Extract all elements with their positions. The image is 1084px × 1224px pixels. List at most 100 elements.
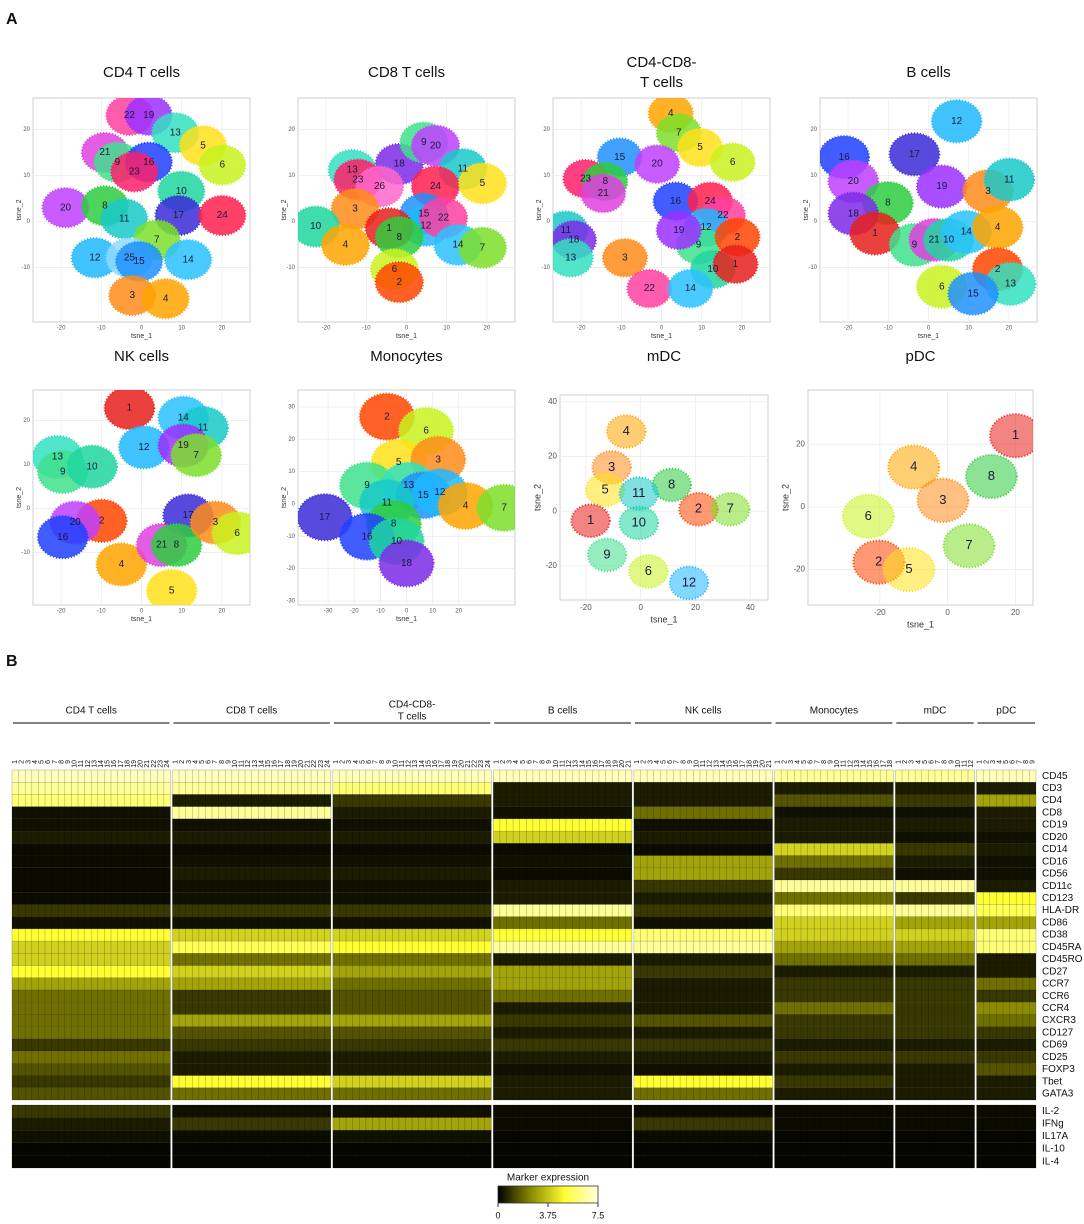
cluster-label: 5 bbox=[480, 178, 486, 189]
heat-cell bbox=[633, 990, 773, 1003]
cluster-label: 15 bbox=[614, 152, 626, 163]
row-label: HLA-DR bbox=[1042, 905, 1079, 916]
column-label: 2 bbox=[19, 760, 26, 764]
x-tick-label: 20 bbox=[1011, 608, 1020, 617]
column-label: 2 bbox=[500, 760, 507, 764]
column-label: 17 bbox=[880, 760, 887, 768]
cluster-label: 3 bbox=[129, 290, 135, 301]
cluster-label: 6 bbox=[234, 528, 240, 539]
cluster-cloud bbox=[947, 271, 1000, 316]
heat-cell bbox=[895, 1117, 975, 1131]
column-label: 23 bbox=[318, 760, 325, 768]
heat-cell bbox=[895, 1051, 975, 1064]
heat-cell bbox=[332, 1038, 492, 1052]
column-label: 19 bbox=[131, 760, 138, 768]
x-tick-label: -20 bbox=[322, 326, 331, 332]
cluster-label: 10 bbox=[391, 536, 403, 547]
cluster-cloud bbox=[709, 142, 756, 183]
panel-title: Monocytes bbox=[370, 348, 443, 365]
column-label: 6 bbox=[667, 760, 674, 764]
heat-cell bbox=[172, 977, 331, 990]
cluster-label: 4 bbox=[995, 222, 1001, 233]
x-tick-label: -30 bbox=[324, 609, 333, 615]
column-label: 16 bbox=[592, 760, 599, 768]
x-tick-label: -20 bbox=[580, 603, 592, 612]
y-tick-label: 40 bbox=[548, 397, 557, 406]
column-label: 3 bbox=[507, 760, 514, 764]
heat-cell bbox=[774, 965, 894, 978]
column-label: 4 bbox=[654, 760, 661, 764]
heat-cell bbox=[172, 770, 331, 783]
heat-cell bbox=[12, 1105, 171, 1118]
column-label: 2 bbox=[902, 760, 909, 764]
cluster-label: 3 bbox=[622, 252, 628, 263]
heat-cell bbox=[976, 867, 1036, 880]
heat-cell bbox=[12, 1051, 171, 1064]
x-tick-label: -20 bbox=[844, 326, 853, 332]
heat-cell bbox=[976, 941, 1036, 954]
column-label: 21 bbox=[305, 760, 312, 768]
x-tick-label: 0 bbox=[405, 326, 409, 332]
column-label: 18 bbox=[124, 760, 131, 768]
column-label: 8 bbox=[540, 760, 547, 764]
heat-cell bbox=[774, 1002, 894, 1015]
column-label: 6 bbox=[808, 760, 815, 764]
column-label: 1 bbox=[173, 760, 180, 764]
heat-cell bbox=[774, 1142, 894, 1156]
heat-cell bbox=[895, 990, 975, 1003]
clusters bbox=[841, 413, 1033, 593]
clusters bbox=[570, 414, 751, 600]
cluster-cloud bbox=[100, 198, 149, 240]
cluster-cloud bbox=[580, 173, 627, 214]
heat-cell bbox=[332, 928, 492, 942]
heat-cell bbox=[332, 904, 492, 917]
x-tick-label: 20 bbox=[691, 603, 700, 612]
cluster-cloud bbox=[374, 261, 424, 304]
column-label: 14 bbox=[579, 760, 586, 768]
x-tick-label: 0 bbox=[927, 326, 931, 332]
y-tick-label: 0 bbox=[27, 506, 31, 512]
y-tick-label: -30 bbox=[286, 599, 295, 605]
cluster-label: 20 bbox=[70, 517, 82, 528]
x-tick-label: 0 bbox=[638, 603, 643, 612]
column-label: 23 bbox=[157, 760, 164, 768]
heat-cell bbox=[976, 1155, 1036, 1168]
column-label: 8 bbox=[680, 760, 687, 764]
heat-cell bbox=[332, 831, 492, 844]
heat-cell bbox=[332, 953, 492, 966]
column-label: 4 bbox=[915, 760, 922, 764]
y-tick-label: 0 bbox=[547, 219, 551, 225]
cluster-cloud bbox=[655, 210, 702, 251]
cluster-label: 22 bbox=[438, 212, 450, 223]
heat-cell bbox=[493, 1142, 632, 1156]
cluster-label: 21 bbox=[156, 540, 168, 551]
heat-cell bbox=[172, 855, 331, 868]
column-label: 9 bbox=[828, 760, 835, 764]
heat-cell bbox=[895, 770, 975, 783]
heat-cell bbox=[976, 1014, 1036, 1027]
row-label: FOXP3 bbox=[1042, 1064, 1075, 1075]
column-label: 8 bbox=[219, 760, 226, 764]
heat-cell bbox=[774, 904, 894, 917]
heat-cell bbox=[12, 904, 171, 917]
panel-title: pDC bbox=[905, 348, 935, 365]
column-label: 14 bbox=[720, 760, 727, 768]
heat-cell bbox=[493, 904, 632, 917]
column-label: 4 bbox=[353, 760, 360, 764]
row-label: CD14 bbox=[1042, 844, 1068, 855]
x-axis-label: tsne_1 bbox=[650, 614, 677, 624]
column-label: 6 bbox=[366, 760, 373, 764]
y-tick-label: 20 bbox=[810, 127, 817, 133]
group-label: Monocytes bbox=[810, 706, 858, 717]
cluster-cloud bbox=[211, 511, 250, 556]
clusters bbox=[553, 98, 761, 309]
column-label: 2 bbox=[641, 760, 648, 764]
cluster-cloud bbox=[710, 491, 751, 527]
cluster-label: 24 bbox=[217, 210, 229, 221]
heat-cell bbox=[12, 1063, 171, 1076]
heat-cell bbox=[895, 880, 975, 893]
panel-label: B bbox=[6, 653, 18, 670]
cluster-cloud bbox=[971, 205, 1024, 250]
row-label: CD56 bbox=[1042, 869, 1068, 880]
cluster-label: 15 bbox=[968, 288, 980, 299]
